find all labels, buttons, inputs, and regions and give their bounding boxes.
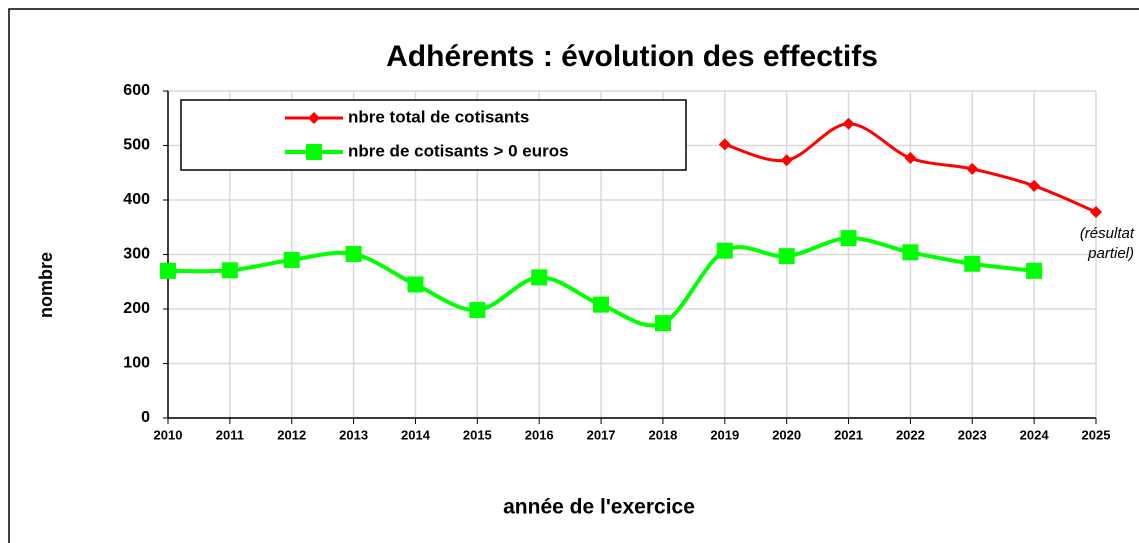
data-point bbox=[966, 162, 979, 175]
chart-title: Adhérents : évolution des effectifs bbox=[386, 40, 878, 73]
y-tick-label: 0 bbox=[141, 409, 150, 426]
legend-label: nbre total de cotisants bbox=[348, 107, 529, 126]
x-tick-label: 2024 bbox=[1020, 427, 1050, 442]
legend-box bbox=[180, 99, 687, 171]
data-point bbox=[469, 302, 486, 319]
x-tick-label: 2010 bbox=[154, 427, 183, 442]
data-point bbox=[840, 230, 857, 247]
legend-label: nbre de cotisants > 0 euros bbox=[348, 141, 569, 160]
x-tick-label: 2015 bbox=[463, 427, 492, 442]
data-point bbox=[718, 138, 731, 151]
x-tick-label: 2014 bbox=[401, 427, 431, 442]
data-point bbox=[345, 245, 362, 262]
data-point bbox=[778, 248, 795, 265]
legend-marker bbox=[308, 112, 320, 124]
data-point bbox=[283, 251, 300, 268]
x-tick-label: 2023 bbox=[958, 427, 987, 442]
y-tick-label: 500 bbox=[123, 137, 150, 154]
data-point bbox=[842, 117, 855, 130]
y-tick-label: 600 bbox=[123, 82, 150, 99]
data-point bbox=[531, 269, 548, 286]
data-point bbox=[593, 296, 610, 313]
annotation: partiel) bbox=[1087, 245, 1134, 262]
x-tick-label: 2012 bbox=[277, 427, 306, 442]
data-point bbox=[716, 242, 733, 259]
x-tick-label: 2021 bbox=[834, 427, 863, 442]
data-point bbox=[1028, 179, 1041, 192]
y-tick-label: 300 bbox=[123, 246, 150, 263]
data-point bbox=[902, 244, 919, 261]
x-tick-label: 2025 bbox=[1082, 427, 1111, 442]
x-tick-label: 2020 bbox=[772, 427, 801, 442]
y-tick-label: 100 bbox=[123, 355, 150, 372]
x-axis-title: année de l'exercice bbox=[503, 496, 695, 519]
data-point bbox=[1090, 205, 1102, 218]
legend-marker bbox=[306, 144, 322, 160]
y-tick-label: 400 bbox=[123, 191, 150, 208]
data-point bbox=[221, 262, 238, 279]
data-point bbox=[964, 255, 981, 272]
data-point bbox=[160, 262, 176, 279]
x-tick-label: 2013 bbox=[339, 427, 368, 442]
y-tick-label: 200 bbox=[123, 300, 150, 317]
y-axis-title: nombre bbox=[36, 252, 56, 318]
data-point bbox=[407, 276, 424, 293]
x-tick-label: 2011 bbox=[216, 427, 244, 442]
x-tick-label: 2022 bbox=[896, 427, 925, 442]
data-point bbox=[1026, 262, 1043, 279]
data-point bbox=[780, 154, 793, 167]
chart-frame bbox=[8, 8, 1139, 543]
x-tick-label: 2018 bbox=[648, 427, 677, 442]
data-point bbox=[904, 152, 917, 165]
x-tick-label: 2017 bbox=[587, 427, 616, 442]
annotation: (résultat bbox=[1080, 225, 1135, 242]
x-tick-label: 2019 bbox=[710, 427, 739, 442]
data-point bbox=[654, 315, 671, 332]
x-tick-label: 2016 bbox=[525, 427, 554, 442]
